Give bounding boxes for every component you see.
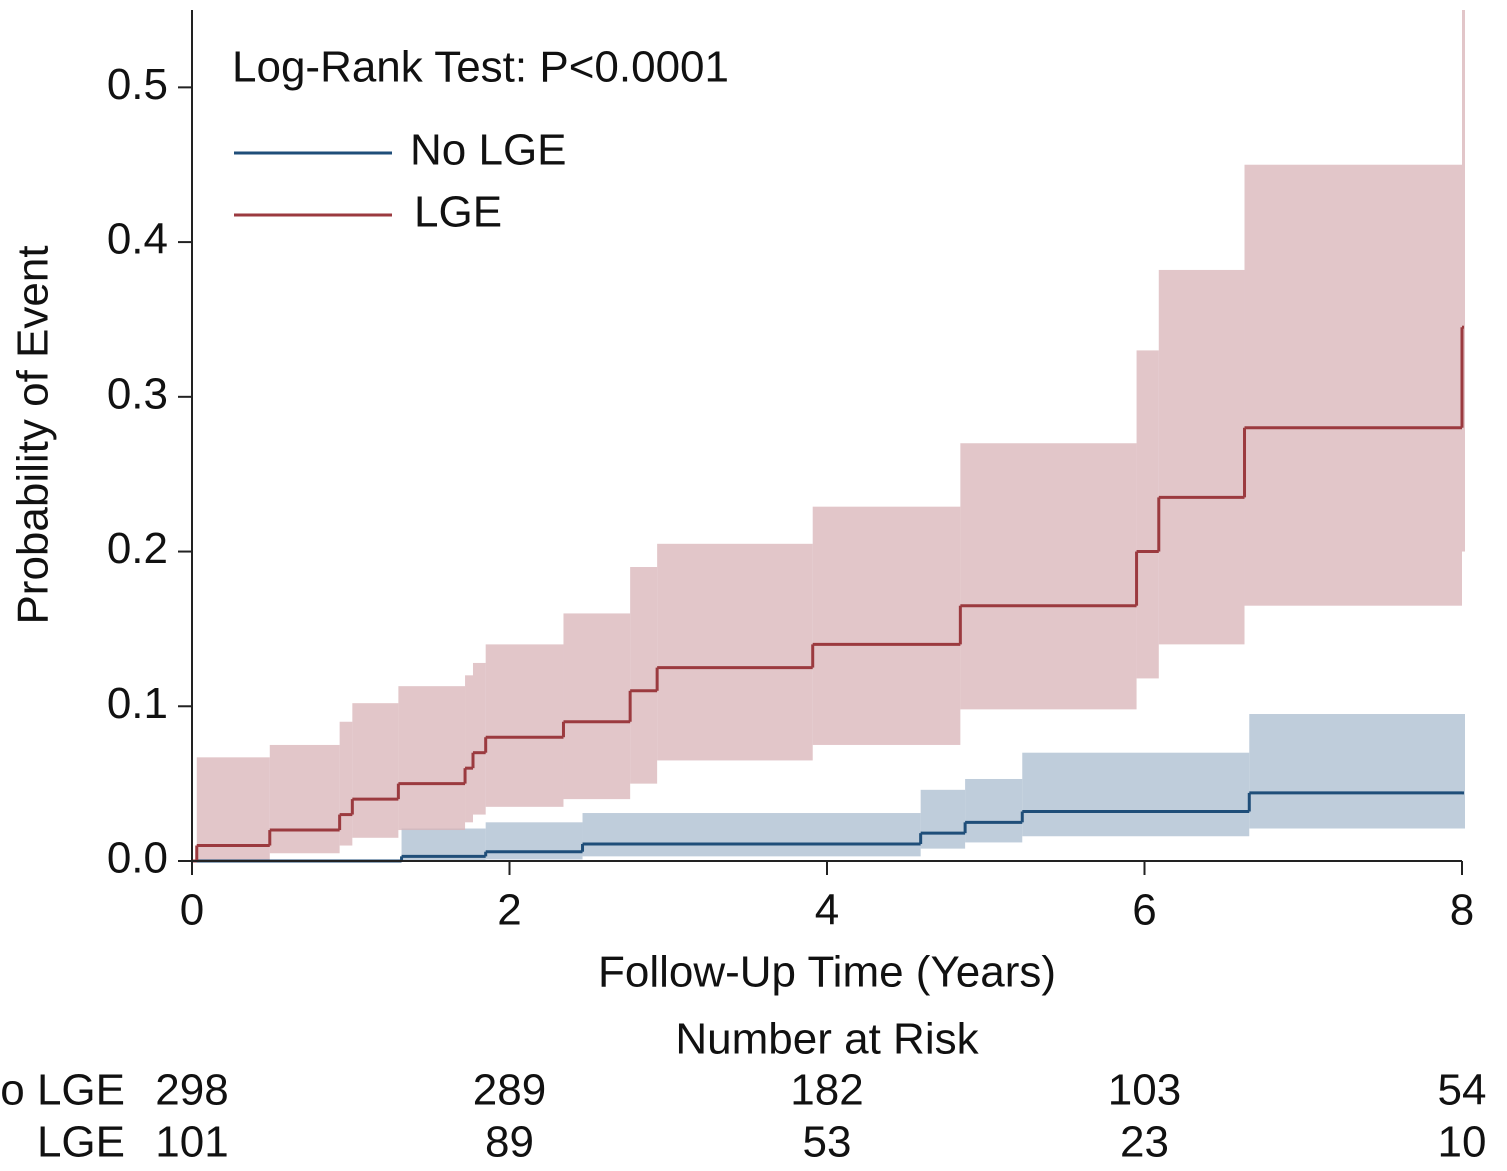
confidence-band: [630, 567, 658, 784]
confidence-band: [1462, 714, 1465, 829]
y-tick-label: 0.5: [107, 60, 168, 109]
confidence-band: [485, 644, 564, 807]
risk-value: 23: [1120, 1118, 1169, 1167]
legend-label: LGE: [414, 188, 502, 237]
x-tick-label: 2: [497, 886, 521, 935]
confidence-band: [657, 543, 813, 761]
risk-row-label: No LGE: [0, 1066, 125, 1115]
risk-value: 10: [1438, 1118, 1487, 1167]
y-tick-label: 0.4: [107, 215, 168, 264]
x-axis-label: Follow-Up Time (Years): [598, 948, 1056, 997]
y-tick-label: 0.0: [107, 834, 168, 883]
risk-value: 89: [485, 1118, 534, 1167]
confidence-band: [196, 757, 270, 861]
confidence-band: [563, 613, 631, 800]
confidence-band: [1249, 714, 1462, 829]
y-axis-label: Probability of Event: [9, 245, 58, 624]
y-tick-label: 0.2: [107, 524, 168, 573]
confidence-band: [1158, 269, 1245, 645]
confidence-band: [812, 506, 961, 745]
risk-value: 101: [155, 1118, 228, 1167]
confidence-band: [920, 789, 966, 849]
legend-label: No LGE: [410, 126, 567, 175]
x-tick-label: 8: [1450, 886, 1474, 935]
confidence-band: [269, 744, 340, 854]
confidence-band: [582, 813, 921, 857]
confidence-band: [965, 778, 1023, 843]
risk-row-label: LGE: [37, 1118, 125, 1167]
y-tick-label: 0.1: [107, 679, 168, 728]
confidence-band: [339, 721, 353, 846]
risk-value: 182: [790, 1066, 863, 1115]
risk-table-title: Number at Risk: [675, 1015, 979, 1064]
risk-value: 53: [803, 1118, 852, 1167]
confidence-band: [1022, 752, 1250, 837]
confidence-band: [1462, 10, 1465, 552]
confidence-band: [352, 703, 399, 838]
confidence-band: [472, 662, 486, 815]
risk-value: 54: [1438, 1066, 1487, 1115]
risk-value: 103: [1108, 1066, 1181, 1115]
risk-value: 298: [155, 1066, 228, 1115]
confidence-band: [960, 443, 1137, 710]
x-tick-label: 4: [815, 886, 839, 935]
confidence-band: [485, 822, 583, 860]
x-tick-label: 6: [1132, 886, 1156, 935]
y-tick-label: 0.3: [107, 369, 168, 418]
annotation: Log-Rank Test: P<0.0001: [232, 43, 729, 92]
risk-value: 289: [473, 1066, 546, 1115]
confidence-band: [465, 675, 473, 823]
confidence-band: [398, 686, 466, 831]
x-tick-label: 0: [180, 886, 204, 935]
confidence-band: [1136, 350, 1159, 679]
confidence-band: [1244, 164, 1462, 606]
